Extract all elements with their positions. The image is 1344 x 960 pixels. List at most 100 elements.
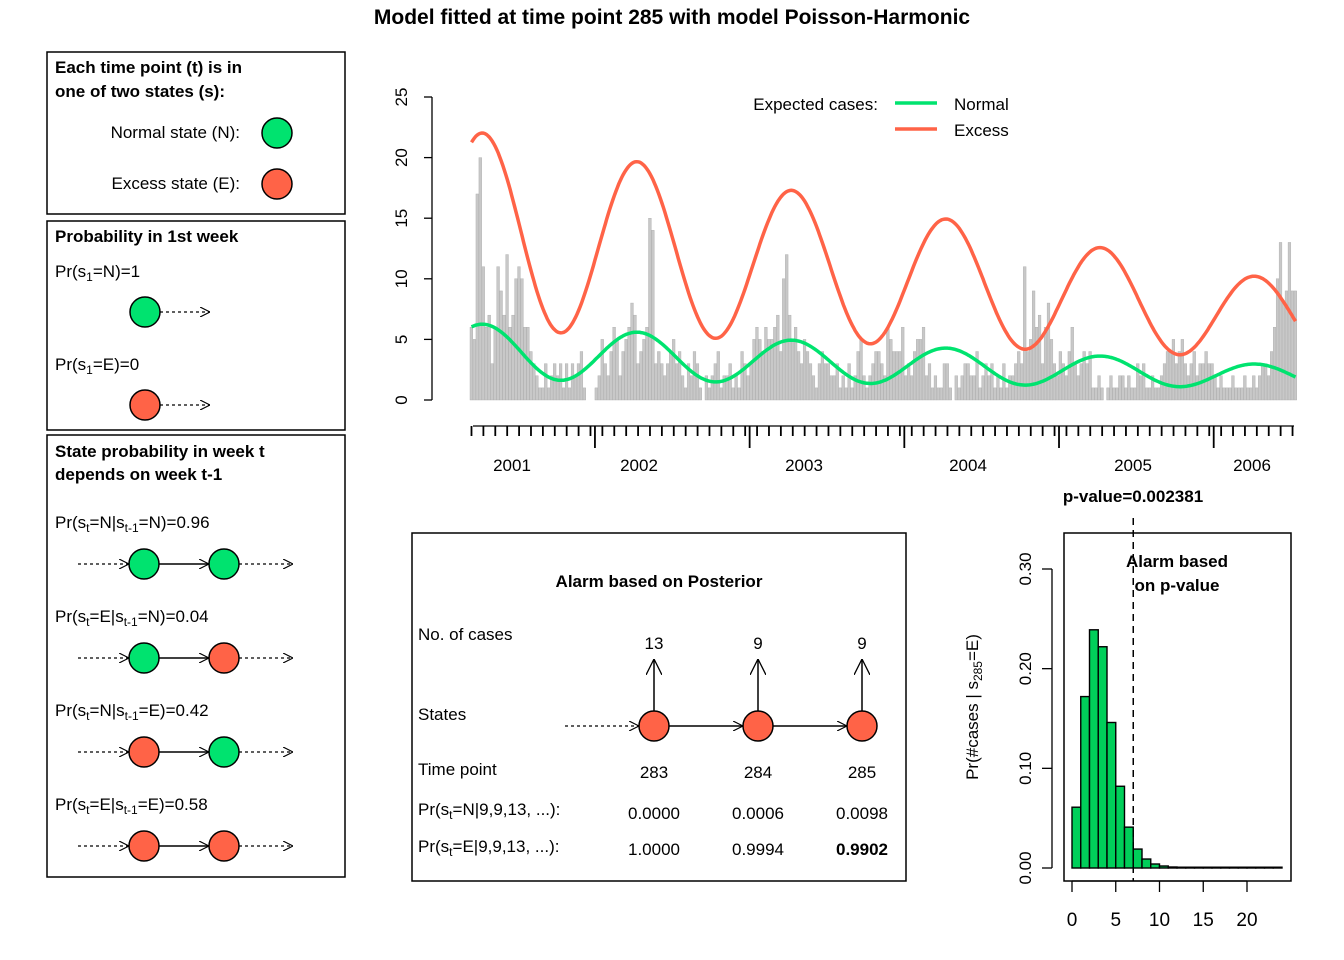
observed-cases-bar xyxy=(972,375,976,401)
observed-cases-bar xyxy=(597,375,601,401)
observed-cases-bar xyxy=(978,387,982,401)
histogram-bar xyxy=(1158,865,1169,869)
observed-cases-bar xyxy=(630,302,634,401)
observed-cases-bar xyxy=(1088,351,1092,401)
observed-cases-bar xyxy=(802,339,807,401)
transition-to-circle xyxy=(208,736,240,768)
excess-state-circle xyxy=(261,168,293,200)
observed-cases-bar xyxy=(1118,375,1122,401)
histogram-bar xyxy=(1115,785,1126,869)
cases-count: 13 xyxy=(645,634,664,653)
observed-cases-bar xyxy=(850,387,854,401)
observed-cases-bar xyxy=(1192,351,1196,401)
cases-count: 9 xyxy=(857,634,866,653)
observed-cases-bar xyxy=(1270,351,1274,401)
observed-cases-bar xyxy=(800,363,804,401)
observed-cases-bar xyxy=(1258,375,1262,401)
histogram-bar xyxy=(1255,866,1266,869)
observed-cases-bar xyxy=(606,375,610,401)
observed-cases-bar xyxy=(532,363,536,401)
observed-cases-bar xyxy=(1082,351,1086,401)
excess-expected-line xyxy=(470,131,1297,357)
observed-cases-bar xyxy=(722,375,726,401)
observed-cases-bar xyxy=(826,363,830,401)
observed-cases-bar xyxy=(993,387,997,401)
observed-cases-bar xyxy=(472,339,476,401)
observed-cases-bar xyxy=(1020,363,1024,401)
histogram-bar xyxy=(1176,866,1187,869)
observed-cases-bar xyxy=(1216,387,1220,401)
prob-normal-value: 0.0006 xyxy=(732,804,784,823)
observed-cases-bar xyxy=(770,339,774,401)
observed-cases-bar xyxy=(901,327,905,401)
alarm-posterior-panel: Alarm based on Posterior No. of cases St… xyxy=(411,532,907,882)
observed-cases-bar xyxy=(865,387,869,401)
observed-cases-bar xyxy=(1272,327,1277,401)
observed-cases-bar xyxy=(939,387,943,401)
observed-cases-bar xyxy=(672,339,676,401)
observed-cases-bar xyxy=(1055,375,1059,401)
observed-cases-bar xyxy=(624,339,628,401)
observed-cases-bar xyxy=(603,363,607,401)
observed-cases-bar xyxy=(1228,387,1232,401)
observed-cases-bar xyxy=(1195,375,1199,401)
histogram-y-axis: 0.00 0.10 0.20 0.30 xyxy=(1016,552,1053,885)
transition-prob-label: Pr(st=E|st-1=E)=0.58 xyxy=(55,795,208,817)
observed-cases-bar xyxy=(1278,242,1283,401)
observed-cases-bar xyxy=(1159,375,1164,401)
observed-cases-bar xyxy=(907,363,911,401)
observed-cases-bar xyxy=(469,327,473,401)
states-row-label: States xyxy=(418,705,466,724)
observed-cases-bar xyxy=(481,266,485,401)
time-point: 284 xyxy=(744,763,772,782)
observed-cases-bar xyxy=(1017,351,1021,401)
pvalue-histogram: p-value=0.002381 Alarm based on p-value … xyxy=(963,487,1292,931)
observed-cases-bar xyxy=(1133,387,1137,401)
observed-cases-bar xyxy=(1261,363,1265,401)
observed-cases-bar xyxy=(1035,327,1039,401)
time-point: 283 xyxy=(640,763,668,782)
timeseries-chart: 0 5 10 15 20 25 2001 2002 2003 2004 2005 2006 Expe… xyxy=(392,88,1297,475)
observed-cases-bar xyxy=(889,339,893,401)
transition-to-circle xyxy=(208,830,240,862)
histogram-bar xyxy=(1193,866,1204,869)
observed-cases-bar xyxy=(508,327,512,401)
observed-cases-bar xyxy=(1130,387,1134,401)
observed-cases-bar xyxy=(648,217,652,401)
observed-cases-bar xyxy=(913,351,917,401)
first-week-excess-circle xyxy=(129,389,161,421)
observed-cases-bar xyxy=(636,363,640,401)
observed-cases-bar xyxy=(669,351,673,401)
observed-cases-bar xyxy=(493,327,497,401)
observed-cases-bar xyxy=(1264,363,1268,401)
transition-from-circle xyxy=(128,642,160,674)
observed-cases-bar xyxy=(535,375,539,401)
observed-cases-bar xyxy=(924,375,929,401)
observed-cases-bar xyxy=(1067,351,1071,401)
observed-cases-bar xyxy=(832,375,836,401)
observed-cases-bar xyxy=(874,351,878,401)
prob-excess-row-label: Pr(st=E|9,9,13, ...): xyxy=(418,837,559,859)
timeseries-x-axis: 2001 2002 2003 2004 2005 2006 xyxy=(470,425,1294,475)
observed-cases-bar xyxy=(916,339,920,401)
observed-cases-bar xyxy=(657,351,661,401)
y-tick-label: 5 xyxy=(392,335,411,344)
observed-cases-bar xyxy=(1174,363,1178,401)
x-year-label: 2002 xyxy=(620,456,658,475)
transition-prob-label: Pr(st=N|st-1=E)=0.42 xyxy=(55,701,209,723)
observed-cases-bar xyxy=(981,375,985,401)
observed-cases-bar xyxy=(538,387,542,401)
observed-cases-bars xyxy=(469,157,1297,401)
alarm-panel-frame xyxy=(411,532,907,882)
observed-cases-bar xyxy=(862,375,866,401)
observed-cases-bar xyxy=(654,363,658,401)
histogram-bar xyxy=(1141,858,1152,869)
observed-cases-bar xyxy=(496,266,500,401)
observed-cases-bar xyxy=(478,157,482,401)
observed-cases-bar xyxy=(942,363,946,401)
observed-cases-bar xyxy=(746,375,750,401)
states-heading-line2: one of two states (s): xyxy=(55,82,225,101)
observed-cases-bar xyxy=(1139,375,1143,401)
observed-cases-bar xyxy=(710,375,714,401)
observed-cases-bar xyxy=(743,363,747,401)
